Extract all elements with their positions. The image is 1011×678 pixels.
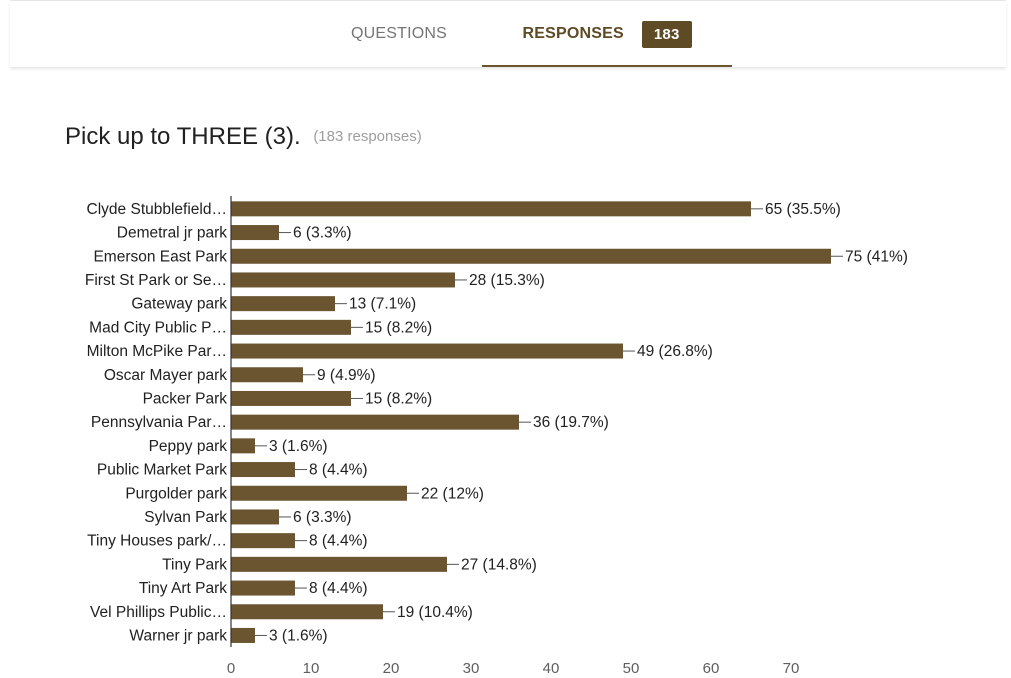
bar (231, 343, 623, 359)
category-label: Tiny Park (162, 556, 227, 573)
category-label: Pennsylvania Par… (91, 414, 227, 431)
category-label: Peppy park (149, 438, 228, 455)
data-label: 6 (3.3%) (293, 225, 352, 242)
x-tick-label: 20 (383, 660, 400, 677)
data-label: 27 (14.8%) (461, 556, 537, 573)
category-label: Milton McPike Par… (87, 343, 227, 360)
bar (231, 580, 295, 596)
bar (231, 604, 383, 620)
x-tick-label: 0 (227, 660, 235, 677)
bar (231, 533, 295, 549)
category-label: Warner jr park (129, 627, 227, 644)
bar (231, 201, 751, 217)
x-tick-label: 60 (703, 660, 720, 677)
data-label: 49 (26.8%) (637, 343, 713, 360)
responses-count-badge: 183 (641, 20, 692, 48)
data-label: 3 (1.6%) (269, 438, 328, 455)
bar (231, 248, 831, 264)
bar (231, 438, 255, 454)
data-label: 8 (4.4%) (309, 462, 368, 479)
x-tick-label: 30 (463, 660, 480, 677)
category-label: Purgolder park (125, 485, 227, 502)
response-count: (183 responses) (313, 128, 422, 145)
data-label: 19 (10.4%) (397, 604, 473, 621)
category-label: Tiny Art Park (139, 580, 227, 597)
x-tick-label: 50 (623, 660, 640, 677)
bar (231, 627, 255, 643)
bar (231, 556, 447, 572)
category-label: Sylvan Park (144, 509, 227, 526)
data-label: 28 (15.3%) (469, 272, 545, 289)
top-border (10, 0, 1006, 1)
bar (231, 367, 303, 383)
x-tick-label: 10 (303, 660, 320, 677)
data-label: 9 (4.9%) (317, 367, 376, 384)
bar (231, 485, 407, 501)
x-tick-label: 40 (543, 660, 560, 677)
category-label: Demetral jr park (117, 225, 227, 242)
bar (231, 272, 455, 288)
category-label: Mad City Public P… (89, 319, 227, 336)
category-label: Emerson East Park (93, 248, 227, 265)
data-label: 65 (35.5%) (765, 201, 841, 218)
category-label: Tiny Houses park/… (87, 533, 227, 550)
data-label: 13 (7.1%) (349, 296, 416, 313)
data-label: 22 (12%) (421, 485, 484, 502)
category-label: First St Park or Se… (85, 272, 227, 289)
data-label: 3 (1.6%) (269, 627, 328, 644)
data-label: 75 (41%) (845, 248, 908, 265)
category-label: Clyde Stubblefield… (87, 201, 227, 218)
tab-questions[interactable]: QUESTIONS (319, 1, 479, 67)
tab-responses-label: RESPONSES (522, 25, 624, 42)
bar (231, 390, 351, 406)
question-title-text: Pick up to THREE (3). (65, 123, 301, 150)
question-title: Pick up to THREE (3). (183 responses) (65, 123, 422, 151)
category-label: Vel Phillips Public… (90, 604, 227, 621)
bar (231, 509, 279, 525)
tab-bar: QUESTIONS RESPONSES 183 (10, 1, 1006, 67)
data-label: 15 (8.2%) (365, 319, 432, 336)
bar (231, 225, 279, 241)
data-label: 8 (4.4%) (309, 580, 368, 597)
tab-responses[interactable]: RESPONSES 183 (482, 1, 732, 67)
data-label: 6 (3.3%) (293, 509, 352, 526)
category-label: Public Market Park (97, 462, 227, 479)
category-label: Gateway park (131, 296, 227, 313)
tab-questions-label: QUESTIONS (350, 25, 448, 42)
bar (231, 462, 295, 478)
category-label: Packer Park (143, 390, 228, 407)
bar (231, 414, 519, 430)
data-label: 36 (19.7%) (533, 414, 609, 431)
active-tab-indicator (482, 65, 732, 67)
bar (231, 296, 335, 312)
bar (231, 319, 351, 335)
x-tick-label: 70 (783, 660, 800, 677)
data-label: 15 (8.2%) (365, 390, 432, 407)
category-label: Oscar Mayer park (104, 367, 227, 384)
data-label: 8 (4.4%) (309, 533, 368, 550)
